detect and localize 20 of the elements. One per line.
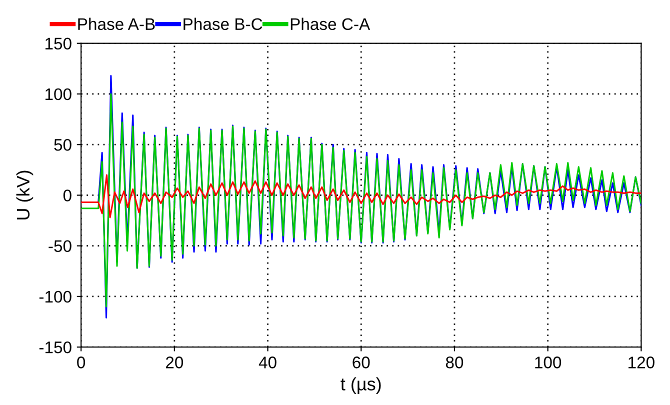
- y-tick-label: 50: [54, 138, 72, 151]
- y-tick-label: 150: [46, 38, 72, 50]
- y-tick-label: -150: [39, 341, 72, 354]
- x-tick-label: 100: [535, 356, 562, 368]
- y-tick-label: -100: [39, 290, 72, 303]
- x-tick-label: 20: [166, 356, 184, 368]
- legend-label: Phase C-A: [290, 18, 370, 30]
- legend-label: Phase A-B: [78, 18, 155, 30]
- x-tick-label: 0: [77, 356, 86, 368]
- x-axis-title: t (µs): [340, 377, 381, 394]
- y-axis-title: U (kV): [16, 170, 34, 220]
- x-tick-label: 40: [258, 356, 276, 368]
- line-series: [81, 174, 642, 218]
- legend-label: Phase B-C: [184, 18, 262, 30]
- y-tick-label: 0: [63, 190, 72, 202]
- y-tick-label: 100: [46, 88, 72, 100]
- x-tick-label: 80: [446, 356, 464, 368]
- x-tick-label: 60: [352, 356, 370, 368]
- x-tick-label: 120: [628, 356, 654, 368]
- y-tick-label: -50: [48, 240, 72, 252]
